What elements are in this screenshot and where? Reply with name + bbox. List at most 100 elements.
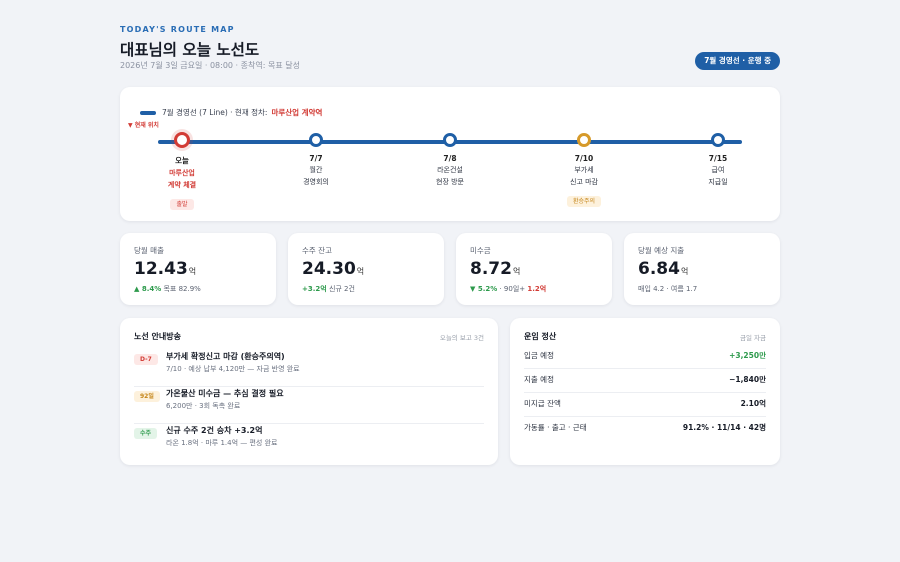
- current-position-marker: ▼ 현재 위치: [128, 122, 159, 129]
- kpi-sub: +3.2억 신규 2건: [302, 284, 355, 294]
- station-label-line1: 급여: [711, 166, 725, 174]
- station-dot-current: [174, 132, 190, 148]
- kpi-unit: 억: [188, 267, 197, 276]
- legend-current-station: 마루산업 계약역: [271, 108, 323, 117]
- bulletin-item[interactable]: 수주 신규 수주 2건 승차 +3.2억 라온 1.8억 · 마루 1.4억 —…: [134, 425, 484, 461]
- kpi-sub: ▼ 5.2% · 90일+ 1.2억: [470, 284, 546, 294]
- settlement-meta: 금일 자금: [740, 334, 766, 342]
- kpi-unit: 억: [680, 267, 689, 276]
- kpi-change: ▼ 5.2%: [470, 285, 498, 293]
- settlement-value: 2.10억: [740, 399, 766, 408]
- kpi-sub-text: 신규 2건: [326, 285, 355, 293]
- bulletin-badge: 92일: [134, 391, 160, 402]
- bulletin-item-title: 가온물산 미수금 — 추심 결정 필요: [166, 389, 284, 398]
- settlement-value: +3,250만: [729, 351, 766, 360]
- kpi-overdue-amount: 1.2억: [527, 285, 547, 293]
- bulletin-title: 노선 안내방송: [134, 332, 181, 341]
- kpi-value-number: 6.84: [638, 259, 680, 279]
- station-label-line1: 마루산업: [169, 169, 195, 177]
- station-date: 7/7: [309, 154, 323, 163]
- kpi-sub-text: 매입 4.2 · 여름 1.7: [638, 285, 698, 293]
- route-map-card: 7월 경영선 (7 Line) · 현재 정차: 마루산업 계약역 ▼ 현재 위…: [120, 87, 780, 221]
- kpi-sub: ▲ 8.4% 목표 82.9%: [134, 284, 201, 294]
- station-dot: [443, 133, 457, 147]
- bulletin-meta: 오늘의 보고 3건: [439, 334, 484, 342]
- settlement-key: 지출 예정: [524, 375, 554, 384]
- kpi-value: 6.84억: [638, 259, 688, 279]
- kpi-value: 12.43억: [134, 259, 196, 279]
- bulletin-item[interactable]: D-7 부가세 확정신고 마감 (환승주의역) 7/10 · 예상 납부 4,1…: [134, 351, 484, 387]
- line-status-badge[interactable]: 7월 경영선 · 운행 중: [695, 52, 780, 70]
- kpi-sub: 매입 4.2 · 여름 1.7: [638, 284, 697, 294]
- station-dot: [309, 133, 323, 147]
- station-3[interactable]: 7/10 부가세 신고 마감 환승주의: [524, 133, 644, 207]
- page-subtitle: 2026년 7월 3일 금요일 · 08:00 · 종착역: 목표 달성: [120, 61, 300, 70]
- kpi-value-number: 24.30: [302, 259, 356, 279]
- kpi-card-revenue[interactable]: 당월 매출 12.43억 ▲ 8.4% 목표 82.9%: [120, 233, 276, 305]
- bulletin-item-desc: 라온 1.8억 · 마루 1.4억 — 편성 완료: [166, 439, 278, 447]
- settlement-key: 미지급 잔액: [524, 399, 561, 408]
- kpi-value-number: 12.43: [134, 259, 188, 279]
- station-4[interactable]: 7/15 급여 지급일: [658, 133, 778, 188]
- station-date: 7/8: [443, 154, 457, 163]
- station-0[interactable]: 오늘 마루산업 계약 체결 출발: [122, 132, 242, 210]
- station-label-line2: 현장 방문: [436, 177, 464, 186]
- bulletin-item-desc: 6,200만 · 3회 독촉 완료: [166, 402, 241, 410]
- settlement-key: 입금 예정: [524, 351, 554, 360]
- kpi-label: 미수금: [470, 246, 491, 255]
- line-color-swatch: [140, 110, 156, 115]
- kpi-label: 당월 예상 지출: [638, 246, 685, 255]
- station-date: 7/15: [708, 154, 728, 163]
- settlement-value: 91.2% · 11/14 · 42명: [682, 423, 766, 432]
- kpi-value-number: 8.72: [470, 259, 512, 279]
- kpi-sub-text: · 90일+: [497, 285, 528, 293]
- station-label-line1: 라온건설: [437, 166, 463, 174]
- station-tag: 환승주의: [566, 196, 602, 207]
- kpi-change: ▲ 8.4%: [134, 285, 162, 293]
- station-dot: [711, 133, 725, 147]
- settlement-card: 운임 정산 금일 자금 입금 예정 +3,250만 지출 예정 −1,840만 …: [510, 318, 780, 465]
- bulletin-item-title: 신규 수주 2건 승차 +3.2억: [166, 426, 263, 435]
- kpi-change: +3.2억: [302, 285, 327, 293]
- bulletin-badge: 수주: [134, 428, 158, 439]
- station-2[interactable]: 7/8 라온건설 현장 방문: [390, 133, 510, 188]
- kpi-card-expense[interactable]: 당월 예상 지출 6.84억 매입 4.2 · 여름 1.7: [624, 233, 780, 305]
- station-1[interactable]: 7/7 월간 경영회의: [256, 133, 376, 188]
- bulletin-badge: D-7: [134, 354, 158, 365]
- station-label-line2: 지급일: [708, 177, 728, 186]
- settlement-key: 가동률 · 출고 · 근태: [524, 423, 587, 432]
- station-label-line1: 부가세: [574, 166, 594, 174]
- settlement-row: 입금 예정 +3,250만: [524, 345, 766, 369]
- bulletin-item-desc: 7/10 · 예상 납부 4,120만 — 자금 반영 완료: [166, 365, 300, 373]
- settlement-row: 지출 예정 −1,840만: [524, 369, 766, 393]
- kpi-card-receivables[interactable]: 미수금 8.72억 ▼ 5.2% · 90일+ 1.2억: [456, 233, 612, 305]
- bulletin-item[interactable]: 92일 가온물산 미수금 — 추심 결정 필요 6,200만 · 3회 독촉 완…: [134, 388, 484, 424]
- kpi-label: 당월 매출: [134, 246, 164, 255]
- station-dot-warning: [577, 133, 591, 147]
- bulletin-header: 노선 안내방송 오늘의 보고 3건: [134, 331, 484, 343]
- settlement-row: 가동률 · 출고 · 근태 91.2% · 11/14 · 42명: [524, 417, 766, 441]
- kpi-unit: 억: [512, 267, 521, 276]
- station-tag: 출발: [170, 199, 194, 210]
- station-date: 7/10: [574, 154, 594, 163]
- station-label-line2: 경영회의: [303, 177, 329, 186]
- page-title: 대표님의 오늘 노선도: [120, 41, 260, 59]
- kpi-label: 수주 잔고: [302, 246, 332, 255]
- bulletin-item-title: 부가세 확정신고 마감 (환승주의역): [166, 352, 285, 361]
- kpi-sub-text: 목표 82.9%: [161, 285, 201, 293]
- settlement-value: −1,840만: [729, 375, 766, 384]
- eyebrow-label: TODAY'S ROUTE MAP: [120, 25, 235, 34]
- settlement-row: 미지급 잔액 2.10억: [524, 393, 766, 417]
- kpi-unit: 억: [356, 267, 365, 276]
- legend-line-text: 7월 경영선 (7 Line) · 현재 정차:: [162, 108, 268, 117]
- station-label-line2: 신고 마감: [570, 177, 598, 186]
- station-label-line2: 계약 체결: [167, 180, 197, 189]
- kpi-value: 24.30억: [302, 259, 364, 279]
- settlement-header: 운임 정산 금일 자금: [524, 331, 766, 343]
- bulletin-card: 노선 안내방송 오늘의 보고 3건 D-7 부가세 확정신고 마감 (환승주의역…: [120, 318, 498, 465]
- route-legend: 7월 경영선 (7 Line) · 현재 정차: 마루산업 계약역: [140, 107, 322, 118]
- kpi-card-backlog[interactable]: 수주 잔고 24.30억 +3.2억 신규 2건: [288, 233, 444, 305]
- settlement-title: 운임 정산: [524, 332, 557, 341]
- station-label-line1: 월간: [309, 166, 323, 174]
- kpi-value: 8.72억: [470, 259, 520, 279]
